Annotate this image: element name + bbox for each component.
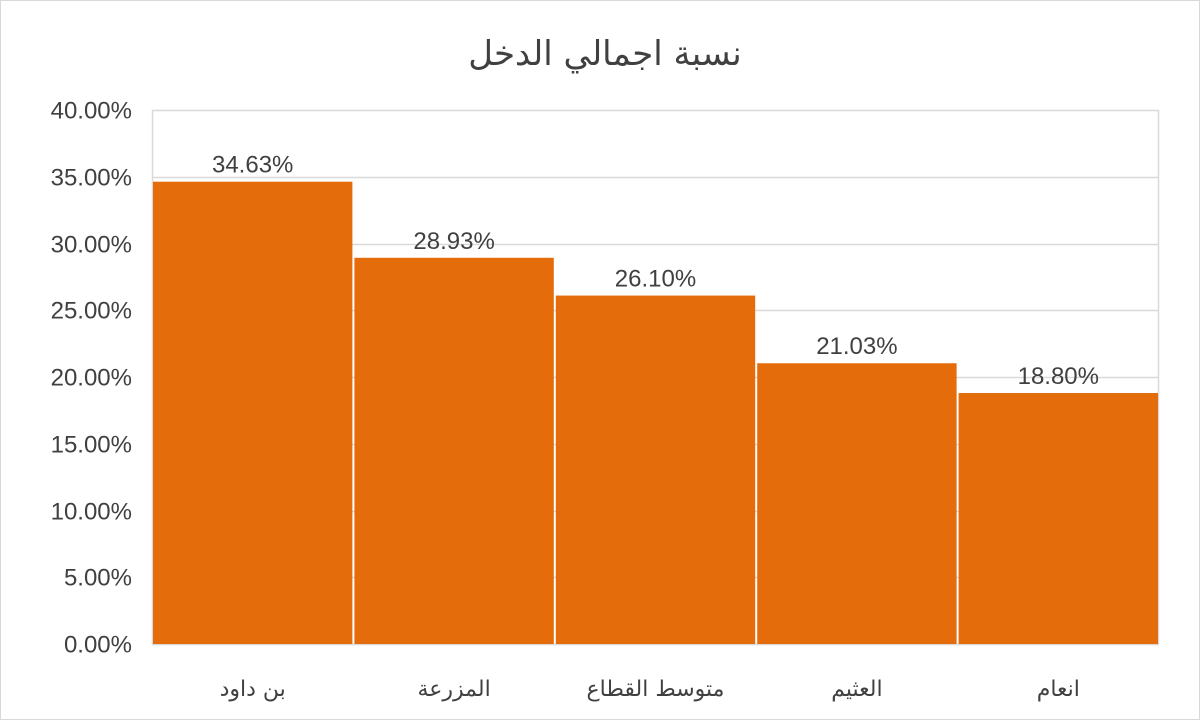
x-category-label: المزرعة xyxy=(417,677,490,702)
y-tick-label: 35.00% xyxy=(51,165,132,192)
x-category-label: انعام xyxy=(1037,677,1080,702)
data-labels: 34.63% 28.93% 26.10% 21.03% 18.80% xyxy=(212,152,1099,390)
y-tick-label: 5.00% xyxy=(64,565,132,592)
bar xyxy=(757,363,957,644)
bar xyxy=(153,181,353,644)
x-category-label: متوسط القطاع xyxy=(587,677,725,702)
data-label: 26.10% xyxy=(615,266,696,293)
y-tick-label: 20.00% xyxy=(51,365,132,392)
chart-title: نسبة اجمالي الدخل xyxy=(468,34,742,74)
y-tick-label: 15.00% xyxy=(51,432,132,459)
data-label: 21.03% xyxy=(816,333,897,360)
y-tick-label: 30.00% xyxy=(51,232,132,259)
y-tick-label: 40.00% xyxy=(51,98,132,125)
y-tick-label: 0.00% xyxy=(64,632,132,659)
data-label: 28.93% xyxy=(413,228,494,255)
data-label: 34.63% xyxy=(212,152,293,179)
y-axis-tick-labels: 0.00% 5.00% 10.00% 15.00% 20.00% 25.00% 30.00%… xyxy=(51,98,132,659)
bars xyxy=(153,181,1158,644)
x-category-label: العثيم xyxy=(831,677,882,702)
bar xyxy=(555,295,756,644)
y-tick-label: 10.00% xyxy=(51,499,132,526)
y-tick-label: 25.00% xyxy=(51,298,132,325)
x-axis-category-labels: بن داود المزرعة متوسط القطاع العثيم انعام xyxy=(220,677,1080,702)
data-label: 18.80% xyxy=(1018,363,1099,390)
x-category-label: بن داود xyxy=(220,677,286,702)
bar xyxy=(958,393,1158,644)
bar xyxy=(354,257,554,644)
